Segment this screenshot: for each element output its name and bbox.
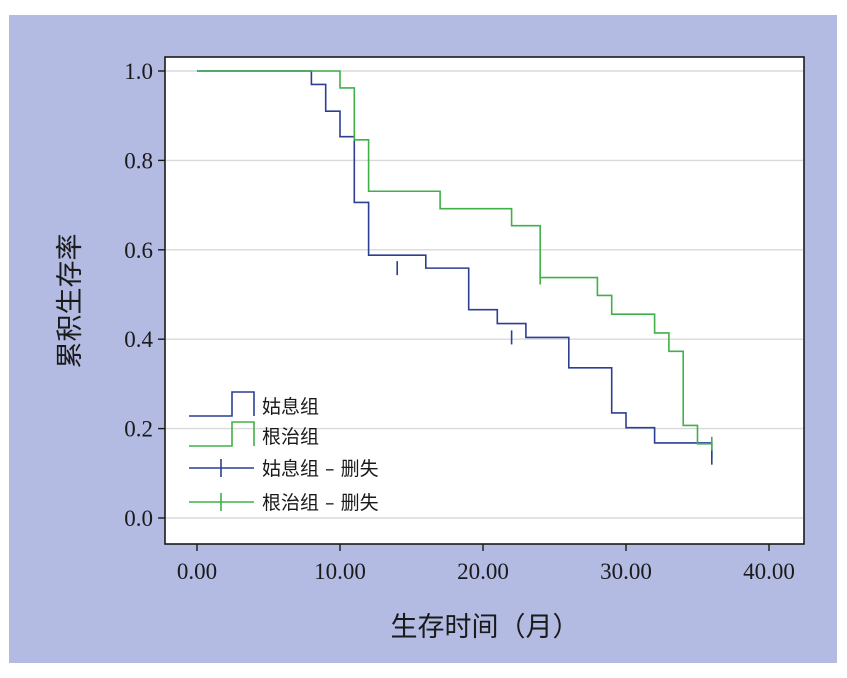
legend-label: 姑息组 — [262, 396, 319, 418]
x-axis-title: 生存时间（月） — [391, 612, 580, 643]
legend-item: 姑息组 — [189, 391, 319, 418]
y-tick-label: 0.2 — [124, 417, 153, 442]
y-tick-label: 1.0 — [124, 59, 153, 84]
km-survival-chart: 0.0 0.2 0.4 0.6 0.8 1.0 0.00 10.00 20.00 30.00 40.… — [55, 56, 805, 643]
y-tick-label: 0.4 — [124, 327, 153, 352]
x-tick-label: 40.00 — [743, 559, 795, 584]
legend-step-swatch — [189, 391, 255, 417]
legend-step-swatch — [189, 421, 255, 447]
x-tick-label: 0.00 — [177, 559, 217, 584]
legend-item: 根治组 — [189, 421, 319, 448]
x-tick-label: 30.00 — [600, 559, 652, 584]
legend-item: 姑息组 – 删失 — [189, 458, 379, 480]
y-axis-title: 累积生存率 — [55, 234, 86, 369]
legend-label: 姑息组 – 删失 — [262, 458, 379, 480]
plot-area — [165, 57, 804, 544]
series-line-radical — [197, 70, 712, 445]
legend-label: 根治组 – 删失 — [262, 492, 379, 514]
series-line-palliative — [197, 70, 713, 458]
y-tick-label: 0.0 — [124, 506, 153, 531]
x-tick-label: 20.00 — [457, 559, 509, 584]
y-tick-label: 0.8 — [124, 148, 153, 173]
axes: 0.0 0.2 0.4 0.6 0.8 1.0 0.00 10.00 20.00 30.00 40.… — [124, 56, 805, 584]
legend-label: 根治组 — [262, 426, 319, 448]
plot-border — [164, 56, 805, 545]
figure-frame: 0.0 0.2 0.4 0.6 0.8 1.0 0.00 10.00 20.00 30.00 40.… — [9, 15, 837, 663]
y-tick-label: 0.6 — [124, 238, 153, 263]
legend-item: 根治组 – 删失 — [189, 492, 379, 514]
x-tick-label: 10.00 — [314, 559, 366, 584]
censor-markers — [396, 261, 713, 465]
series-layer — [197, 70, 713, 458]
